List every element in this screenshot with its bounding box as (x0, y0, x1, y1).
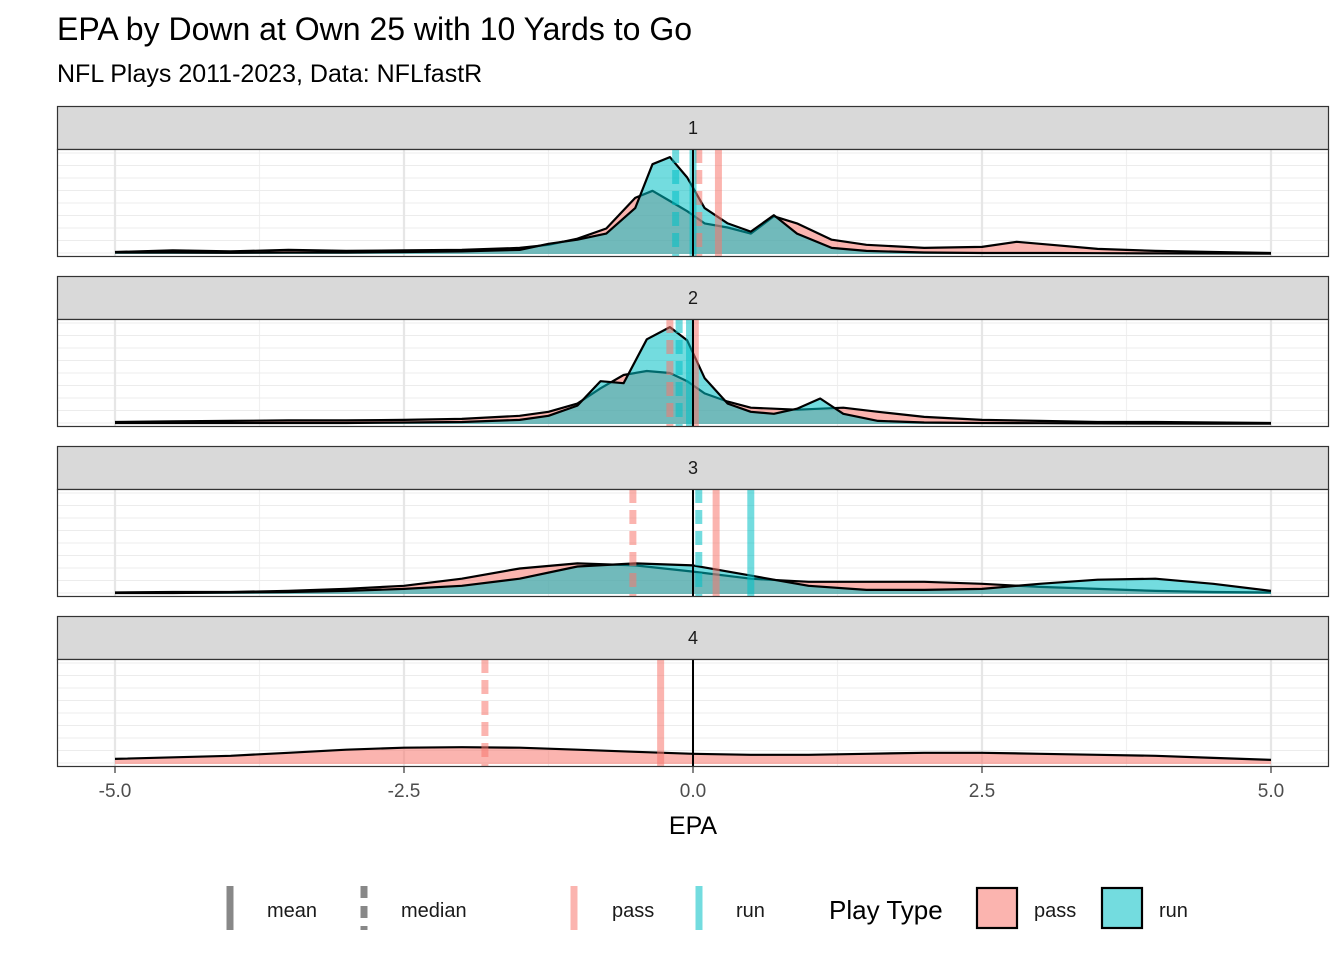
chart-subtitle: NFL Plays 2011-2023, Data: NFLfastR (57, 60, 482, 88)
x-tick-label: 0.0 (680, 781, 706, 802)
legend-label-color-run: run (736, 900, 765, 922)
facet-strip-label: 1 (688, 118, 698, 138)
facet-strip (56, 615, 1330, 661)
x-axis-title: EPA (669, 812, 717, 840)
legend: mean median pass run Play Type pass run (226, 886, 1188, 930)
facet-2: 2 (56, 275, 1330, 428)
facet-strip-label: 2 (688, 288, 698, 308)
legend-label-color-pass: pass (612, 900, 654, 922)
x-tick-label: -5.0 (99, 781, 132, 802)
facet-strip-label: 3 (688, 458, 698, 478)
panel-border (56, 148, 1330, 258)
facet-strip (56, 445, 1330, 491)
legend-label-fill-run: run (1159, 900, 1188, 922)
facet-1: 1 (56, 105, 1330, 258)
legend-key-fill-pass (975, 886, 1019, 930)
facet-4: 4 (56, 615, 1330, 768)
x-tick-label: 5.0 (1258, 781, 1284, 802)
chart-title: EPA by Down at Own 25 with 10 Yards to G… (57, 11, 692, 47)
facet-panels: 1 2 3 4 (56, 105, 1330, 768)
facet-3: 3 (56, 445, 1330, 598)
density-line-pass (114, 746, 1272, 761)
panel-border (56, 658, 1330, 768)
panel-border (56, 318, 1330, 428)
legend-label-fill-pass: pass (1034, 900, 1076, 922)
x-axis: -5.0 -2.5 0.0 2.5 5.0 (99, 767, 1284, 802)
legend-label-median: median (401, 900, 467, 922)
x-tick-label: 2.5 (969, 781, 995, 802)
legend-fill-title: Play Type (829, 895, 943, 925)
legend-label-mean: mean (267, 900, 317, 922)
panel-border (56, 488, 1330, 598)
facet-strip-label: 4 (688, 628, 698, 648)
x-tick-label: -2.5 (388, 781, 421, 802)
legend-key-fill-run (1100, 886, 1144, 930)
facet-strip (56, 105, 1330, 151)
